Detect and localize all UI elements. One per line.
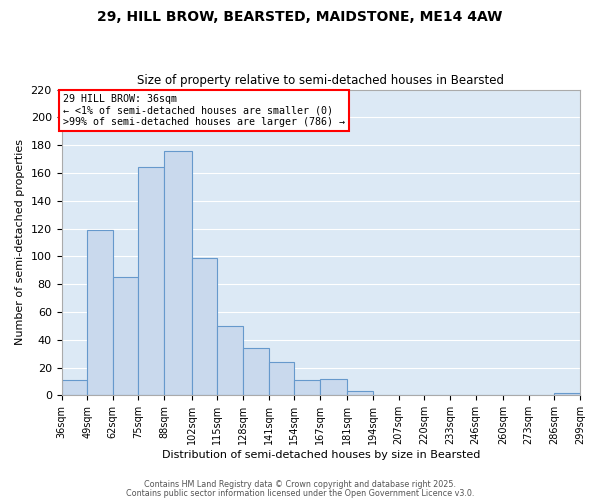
- Bar: [62, 380, 87, 396]
- Text: 29 HILL BROW: 36sqm
← <1% of semi-detached houses are smaller (0)
>99% of semi-d: 29 HILL BROW: 36sqm ← <1% of semi-detach…: [62, 94, 344, 127]
- Bar: [347, 391, 373, 396]
- Bar: [139, 168, 164, 396]
- Text: Contains HM Land Registry data © Crown copyright and database right 2025.: Contains HM Land Registry data © Crown c…: [144, 480, 456, 489]
- Bar: [269, 362, 294, 396]
- Text: Contains public sector information licensed under the Open Government Licence v3: Contains public sector information licen…: [126, 489, 474, 498]
- Bar: [113, 277, 139, 396]
- Bar: [554, 392, 580, 396]
- Y-axis label: Number of semi-detached properties: Number of semi-detached properties: [15, 140, 25, 346]
- Bar: [294, 380, 320, 396]
- Bar: [164, 150, 191, 396]
- Title: Size of property relative to semi-detached houses in Bearsted: Size of property relative to semi-detach…: [137, 74, 504, 87]
- Bar: [87, 230, 113, 396]
- Bar: [191, 258, 217, 396]
- Bar: [243, 348, 269, 396]
- Text: 29, HILL BROW, BEARSTED, MAIDSTONE, ME14 4AW: 29, HILL BROW, BEARSTED, MAIDSTONE, ME14…: [97, 10, 503, 24]
- Bar: [320, 378, 347, 396]
- X-axis label: Distribution of semi-detached houses by size in Bearsted: Distribution of semi-detached houses by …: [161, 450, 480, 460]
- Bar: [217, 326, 243, 396]
